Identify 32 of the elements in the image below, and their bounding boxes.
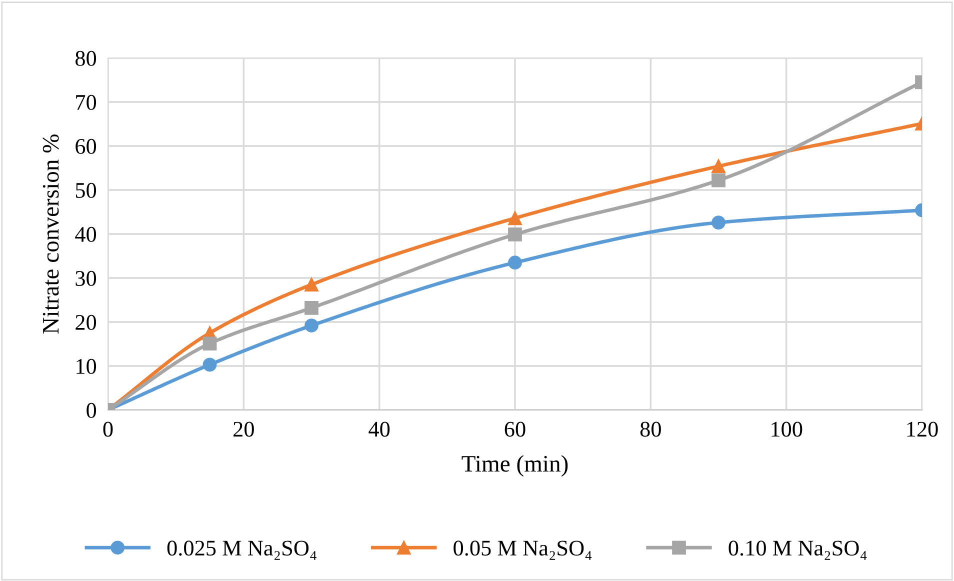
point [202, 358, 217, 372]
y-tick-label: 50 [76, 182, 96, 198]
y-tick-label: 30 [76, 270, 96, 286]
x-axis-title: Time (min) [462, 455, 568, 477]
x-tick-label: 0 [103, 422, 113, 437]
y-tick-label: 10 [76, 358, 96, 374]
point [508, 227, 522, 242]
x-tick-label: 20 [234, 422, 254, 437]
point [304, 318, 318, 332]
point [712, 216, 726, 230]
legend-label: 0.025 M Na₂SO₄ [167, 540, 316, 560]
x-tick-label: 100 [772, 422, 802, 437]
point [304, 278, 318, 292]
y-tick-label: 0 [86, 402, 96, 418]
point [508, 256, 522, 270]
y-tick-label: 80 [76, 50, 96, 66]
x-tick-label: 40 [368, 422, 390, 437]
point [304, 300, 318, 315]
point [712, 159, 726, 174]
x-tick-label: 60 [504, 422, 526, 437]
y-tick-label: 70 [76, 94, 96, 110]
y-axis-title: Nitrate conversion % [42, 134, 59, 334]
point [508, 211, 522, 226]
legend-label: 0.05 M Na₂SO₄ [454, 540, 592, 560]
x-tick-label: 80 [640, 422, 661, 437]
x-tick-label: 120 [907, 422, 938, 437]
y-tick-label: 20 [76, 314, 96, 330]
legend-label: 0.10 M Na₂SO₄ [728, 540, 867, 560]
point [712, 173, 726, 188]
y-tick-label: 60 [76, 138, 96, 154]
y-tick-label: 40 [75, 226, 96, 242]
point [202, 336, 217, 351]
